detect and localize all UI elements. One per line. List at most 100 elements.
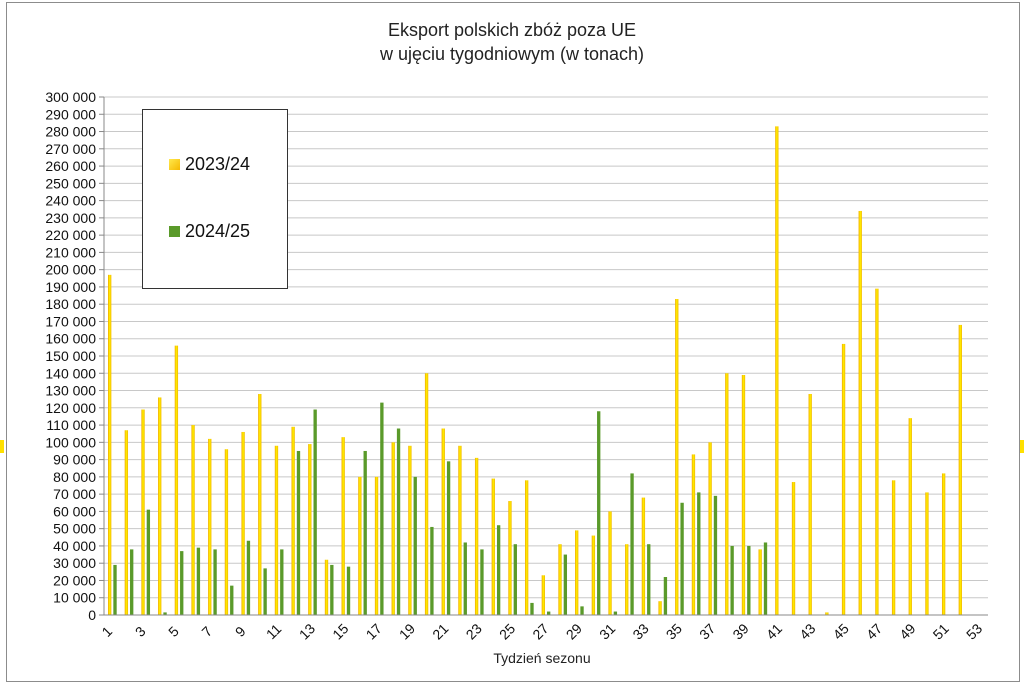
bar-2023-24-week-19 — [408, 445, 412, 615]
bar-2024-25-week-34 — [663, 577, 668, 615]
bar-2023-24-week-9 — [241, 431, 245, 615]
bar-2023-24-week-35 — [675, 299, 679, 615]
bar-2024-25-week-14 — [330, 564, 334, 615]
y-tick-label-29: 290 000 — [45, 106, 96, 122]
legend-item-2024-25: 2024/25 — [169, 221, 250, 242]
bar-2024-25-week-17 — [380, 402, 384, 615]
bar-2024-25-week-21 — [446, 461, 451, 615]
legend: 2023/24 2024/25 — [142, 109, 288, 289]
axes — [103, 97, 988, 616]
bar-2024-25-week-9 — [246, 540, 251, 615]
bar-2024-25-week-28 — [563, 554, 568, 615]
bar-2023-24-week-52 — [958, 324, 962, 615]
chart-title: Eksport polskich zbóż poza UE w ujęciu t… — [0, 18, 1024, 66]
y-tick-label-18: 180 000 — [45, 296, 96, 312]
bar-2023-24-week-34 — [658, 601, 662, 615]
y-tick-label-12: 120 000 — [45, 400, 96, 416]
x-tick-label-11: 11 — [263, 621, 285, 643]
y-tick-label-25: 250 000 — [45, 175, 96, 191]
bar-2023-24-week-26 — [524, 480, 529, 615]
bar-2024-25-week-13 — [313, 409, 317, 615]
legend-label-2023-24: 2023/24 — [185, 154, 251, 174]
legend-label-2024-25: 2024/25 — [185, 221, 251, 241]
bar-2024-25-week-6 — [196, 547, 201, 615]
x-tick-label-45: 45 — [830, 620, 852, 642]
bar-2023-24-week-43 — [808, 393, 812, 615]
left-edge-mark — [0, 440, 4, 453]
bar-2023-24-week-1 — [108, 274, 112, 615]
bar-2023-24-week-16 — [358, 476, 362, 615]
bar-2024-25-week-32 — [630, 473, 634, 615]
bar-2023-24-week-23 — [474, 457, 479, 615]
bar-2024-25-week-18 — [396, 428, 401, 615]
y-tick-label-15: 150 000 — [45, 348, 96, 364]
x-tick-label-13: 13 — [296, 620, 318, 642]
bar-2024-25-week-7 — [213, 549, 217, 615]
bar-2024-25-week-27 — [547, 611, 551, 615]
y-tick-label-28: 280 000 — [45, 124, 96, 140]
x-tick-label-17: 17 — [363, 620, 385, 642]
x-tick-label-49: 49 — [896, 620, 918, 642]
bar-2023-24-week-48 — [891, 480, 896, 615]
bar-2024-25-week-5 — [180, 551, 184, 615]
bar-2023-24-week-22 — [458, 445, 462, 615]
bar-2024-25-week-1 — [113, 564, 117, 615]
bar-2023-24-week-10 — [258, 393, 262, 615]
y-tick-label-21: 210 000 — [45, 244, 96, 260]
y-tick-label-27: 270 000 — [45, 141, 96, 157]
bar-2023-24-week-28 — [558, 544, 562, 615]
bar-2023-24-week-44 — [825, 612, 829, 615]
bar-2023-24-week-24 — [491, 478, 495, 615]
y-tick-label-20: 200 000 — [45, 262, 96, 278]
bar-2023-24-week-36 — [691, 454, 696, 615]
y-tick-label-6: 60 000 — [53, 503, 96, 519]
bar-2023-24-week-38 — [725, 373, 729, 615]
x-axis-label: Tydzień sezonu — [493, 650, 591, 666]
bar-2023-24-week-14 — [324, 559, 329, 615]
y-tick-label-30: 300 000 — [45, 89, 96, 105]
bar-2023-24-week-8 — [224, 449, 229, 615]
bar-2023-24-week-49 — [908, 418, 912, 615]
bar-2024-25-week-22 — [463, 542, 467, 615]
bar-2023-24-week-20 — [424, 373, 429, 615]
bar-2023-24-week-11 — [274, 445, 279, 615]
bar-2023-24-week-17 — [374, 476, 379, 615]
bar-2024-25-week-36 — [697, 492, 701, 615]
bar-2023-24-week-41 — [775, 126, 779, 615]
y-tick-label-8: 80 000 — [53, 469, 96, 485]
bar-2024-25-week-11 — [280, 549, 284, 615]
bar-2024-25-week-19 — [413, 476, 417, 615]
bar-2023-24-week-47 — [875, 288, 879, 615]
y-tick-label-26: 260 000 — [45, 158, 96, 174]
y-tick-label-7: 70 000 — [53, 486, 96, 502]
chart-title-line-2: w ujęciu tygodniowym (w tonach) — [379, 44, 645, 64]
x-tick-label-51: 51 — [930, 620, 952, 642]
y-tick-label-24: 240 000 — [45, 193, 96, 209]
y-tick-label-19: 190 000 — [45, 279, 96, 295]
x-tick-label-43: 43 — [796, 620, 818, 642]
bar-2024-25-week-39 — [747, 545, 751, 615]
bar-2023-24-week-7 — [208, 438, 212, 615]
bar-2024-25-week-29 — [580, 606, 584, 615]
x-tick-label-27: 27 — [529, 620, 551, 642]
x-tick-label-3: 3 — [132, 623, 149, 640]
bar-2023-24-week-25 — [508, 501, 512, 615]
y-tick-label-22: 220 000 — [45, 227, 96, 243]
y-tick-label-0: 0 — [88, 607, 96, 623]
y-tick-label-13: 130 000 — [45, 383, 96, 399]
x-tick-label-35: 35 — [663, 620, 685, 642]
bar-2024-25-week-30 — [597, 411, 601, 615]
bar-2024-25-week-10 — [263, 568, 267, 615]
bar-2023-24-week-3 — [141, 409, 145, 615]
x-tick-label-23: 23 — [463, 620, 485, 642]
bar-2023-24-week-12 — [291, 426, 295, 615]
y-tick-label-1: 10 000 — [53, 590, 96, 606]
x-tick-label-15: 15 — [329, 620, 351, 642]
x-tick-label-5: 5 — [165, 623, 182, 640]
x-tick-label-1: 1 — [98, 623, 115, 640]
bar-2023-24-week-32 — [625, 544, 629, 615]
y-tick-label-17: 170 000 — [45, 313, 96, 329]
x-tick-label-29: 29 — [563, 620, 585, 642]
